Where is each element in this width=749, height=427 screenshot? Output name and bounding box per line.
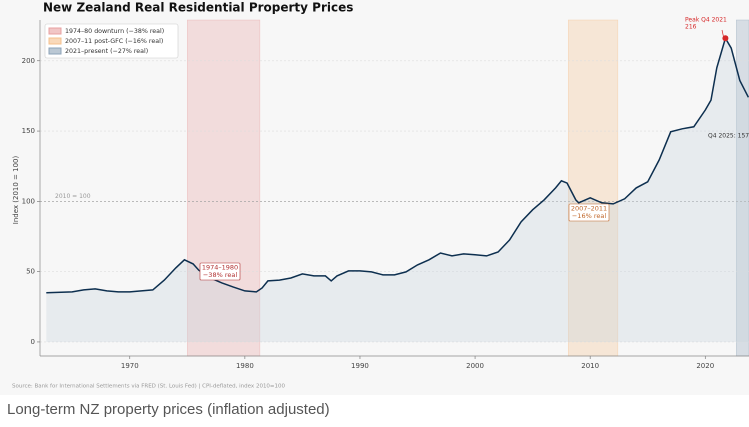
- legend-label: 2021–present (−27% real): [65, 48, 148, 55]
- y-tick-label: 0: [31, 338, 35, 346]
- chart-background: [0, 0, 749, 395]
- annotation-box: [568, 203, 610, 222]
- legend-box: [44, 23, 179, 59]
- chart-title: New Zealand Real Residential Property Pr…: [43, 1, 353, 15]
- annotation-text: 2007–2011: [571, 205, 607, 213]
- line: [46, 36, 749, 294]
- y-tick-label: 200: [22, 57, 35, 65]
- area: [46, 38, 749, 342]
- chart: New Zealand Real Residential Property Pr…: [0, 0, 749, 395]
- legend: 1974–80 downturn (−38% real) 2007–11 post…: [44, 23, 179, 59]
- y-axis-label: Index (2010 = 100): [12, 156, 20, 225]
- peak-value: 216: [685, 24, 697, 31]
- annotation-box: [199, 262, 241, 281]
- reference-label: 2010 = 100: [55, 193, 91, 200]
- shaded-band: [567, 19, 619, 357]
- y-tick-label: 50: [26, 268, 35, 276]
- caption: Long-term NZ property prices (inflation …: [7, 401, 330, 418]
- x-tick-label: 2000: [466, 362, 484, 370]
- annotation-text: −16% real: [572, 212, 606, 220]
- peak-marker: [722, 35, 729, 42]
- y-tick-label: 150: [22, 127, 35, 135]
- x-tick-label: 2010: [581, 362, 599, 370]
- x-tick-label: 2020: [696, 362, 714, 370]
- legend-swatch: [48, 47, 62, 55]
- shaded-band: [187, 19, 261, 357]
- annotation-text: 1974–1980: [202, 264, 238, 272]
- x-tick-label: 1990: [351, 362, 369, 370]
- peak-arrow: [721, 29, 724, 37]
- y-tick-label: 100: [22, 197, 35, 205]
- x-tick-label: 1970: [121, 362, 139, 370]
- legend-label: 1974–80 downturn (−38% real): [65, 28, 164, 35]
- annotation-text: −38% real: [203, 271, 237, 279]
- legend-swatch: [48, 37, 62, 45]
- source-note: Source: Bank for International Settlemen…: [12, 384, 286, 390]
- legend-label: 2007–11 post-GFC (−16% real): [65, 38, 163, 45]
- x-tick-label: 1980: [236, 362, 254, 370]
- peak-label: Peak Q4 2021: [685, 17, 727, 24]
- legend-swatch: [48, 27, 62, 35]
- latest-label: Q4 2025: 157: [708, 133, 749, 140]
